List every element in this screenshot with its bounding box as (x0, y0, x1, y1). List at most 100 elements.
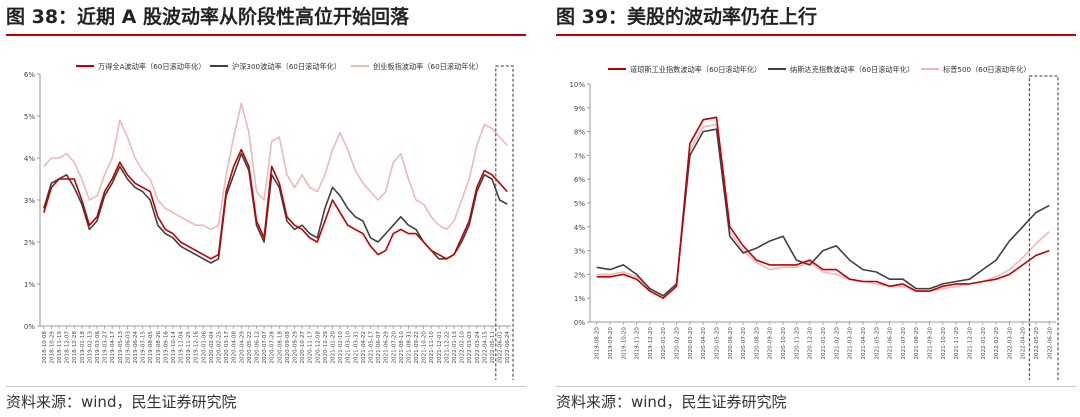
series-line-1 (43, 148, 508, 260)
y-tick-label: 10% (569, 81, 585, 89)
x-tick-label: 2020-11-20 (794, 327, 800, 360)
x-tick-label: 2018-10-08 (42, 331, 48, 364)
x-tick-label: 2020-05-20 (714, 327, 720, 360)
figure-38-title: 图 38：近期 A 股波动率从阶段性高位开始回落 (6, 6, 409, 28)
x-tick-label: 2022-02-20 (994, 327, 1000, 360)
x-tick-label: 2021-04-22 (361, 331, 367, 364)
x-tick-label: 2021-05-20 (874, 327, 880, 360)
x-tick-label: 2021-08-31 (406, 331, 412, 364)
y-tick-label: 5% (24, 113, 35, 121)
x-tick-label: 2022-06-24 (505, 331, 511, 364)
x-tick-label: 2020-02-20 (675, 327, 681, 360)
x-tick-label: 2021-09-20 (928, 327, 934, 360)
x-tick-label: 2021-06-07 (376, 331, 382, 364)
x-tick-label: 2021-12-22 (444, 331, 450, 364)
figure-39-source: 资料来源：wind，民生证券研究院 (556, 393, 787, 411)
x-tick-label: 2022-01-13 (452, 331, 458, 364)
series-line-2 (596, 128, 1050, 297)
x-tick-label: 2019-07-15 (141, 331, 147, 364)
legend-label-1: 道琼斯工业指数波动率（60日滚动年化） (630, 65, 761, 74)
x-tick-label: 2020-08-20 (754, 327, 760, 360)
y-tick-label: 0% (574, 319, 585, 327)
x-tick-label: 2020-04-20 (701, 327, 707, 360)
x-tick-label: 2021-09-22 (414, 331, 420, 364)
x-tick-label: 2019-09-16 (163, 331, 169, 364)
x-tick-label: 2018-10-29 (49, 331, 55, 364)
x-tick-label: 2019-09-20 (608, 327, 614, 360)
x-tick-label: 2022-03-03 (467, 331, 473, 364)
x-tick-label: 2020-07-20 (741, 327, 747, 360)
y-tick-label: 3% (574, 248, 585, 256)
y-tick-label: 6% (574, 176, 585, 184)
x-tick-label: 2020-02-25 (217, 331, 223, 364)
x-tick-label: 2019-10-14 (171, 331, 177, 364)
x-tick-label: 2021-03-10 (346, 331, 352, 364)
y-tick-label: 6% (24, 71, 35, 79)
x-tick-label: 2021-01-20 (330, 331, 336, 364)
series-line-3 (43, 102, 508, 231)
recent-period-highlight-box (495, 65, 514, 380)
x-tick-label: 2021-02-10 (338, 331, 344, 364)
x-tick-label: 2020-09-29 (292, 331, 298, 364)
x-tick-label: 2019-11-25 (186, 331, 192, 364)
x-tick-label: 2019-03-27 (103, 331, 109, 364)
x-tick-label: 2022-05-20 (1034, 327, 1040, 360)
x-tick-label: 2022-03-24 (475, 331, 481, 364)
figure-39-panel: 图 39：美股的波动率仍在上行 0% 1% 2% 3% 4% 5% 6% 7% 8% 9% 10% 2… (556, 0, 1076, 417)
x-tick-label: 2022-06-20 (1047, 327, 1053, 360)
y-tick-label: 1% (24, 281, 35, 289)
x-tick-label: 2021-10-20 (422, 331, 428, 364)
y-tick-label: 1% (574, 295, 585, 303)
x-tick-label: 2020-10-27 (300, 331, 306, 364)
y-tick-label: 4% (24, 155, 35, 163)
x-tick-label: 2021-03-20 (848, 327, 854, 360)
x-tick-label: 2021-07-20 (901, 327, 907, 360)
x-tick-label: 2020-10-20 (781, 327, 787, 360)
legend-label-3: 标普500（60日滚动年化） (943, 65, 1031, 74)
x-tick-label: 2022-06-01 (498, 331, 504, 364)
legend-label-3: 创业板指波动率（60日滚动年化） (373, 62, 483, 71)
x-tick-label: 2020-06-20 (728, 327, 734, 360)
x-tick-label: 2019-08-20 (595, 327, 601, 360)
x-tick-label: 2018-12-07 (65, 331, 71, 364)
figure-38-panel: 图 38：近期 A 股波动率从阶段性高位开始回落 0% 1% 2% 3% 4% 5% 6% 2… (6, 0, 526, 417)
legend-label-1: 万得全A波动率（60日滚动年化） (98, 62, 206, 71)
x-tick-label: 2019-06-03 (125, 331, 131, 364)
legend-label-2: 纳斯达克指数波动率（60日滚动年化） (790, 65, 914, 74)
x-tick-label: 2019-10-20 (621, 327, 627, 360)
y-tick-label: 7% (574, 152, 585, 160)
x-tick-label: 2019-05-13 (118, 331, 124, 364)
x-tick-label: 2021-11-20 (954, 327, 960, 360)
x-tick-label: 2021-08-20 (914, 327, 920, 360)
x-tick-label: 2022-03-20 (1007, 327, 1013, 360)
x-tick-label: 2020-04-29 (239, 331, 245, 364)
x-tick-label: 2020-04-08 (232, 331, 238, 364)
y-tick-label: 9% (574, 105, 585, 113)
y-tick-label: 2% (574, 271, 585, 279)
x-tick-label: 2022-01-20 (981, 327, 987, 360)
x-tick-label: 2019-01-18 (80, 331, 86, 364)
x-tick-label: 2021-10-20 (941, 327, 947, 360)
x-tick-label: 2021-01-20 (821, 327, 827, 360)
legend-label-2: 沪深300波动率（60日滚动年化） (232, 62, 341, 71)
x-tick-label: 2019-12-20 (648, 327, 654, 360)
x-tick-label: 2020-09-08 (285, 331, 291, 364)
x-tick-label: 2018-12-28 (72, 331, 78, 364)
y-tick-label: 4% (574, 224, 585, 232)
x-tick-label: 2021-02-20 (834, 327, 840, 360)
x-tick-label: 2019-08-26 (156, 331, 162, 364)
x-tick-label: 2020-02-04 (209, 331, 215, 364)
x-tick-label: 2020-09-20 (768, 327, 774, 360)
x-tick-label: 2019-02-13 (87, 331, 93, 364)
y-tick-label: 8% (574, 129, 585, 137)
x-tick-label: 2022-05-11 (490, 331, 496, 364)
x-tick-label: 2021-08-10 (399, 331, 405, 364)
figure-38-source-rule (6, 386, 526, 387)
recent-period-highlight-box (1028, 75, 1059, 380)
figure-38-line-chart: 0%1%2%3%4%5%6%2018-10-08 2018-10-29 2018-1… (24, 62, 514, 380)
x-tick-label: 2021-11-10 (429, 331, 435, 364)
x-tick-label: 2021-12-20 (967, 327, 973, 360)
y-tick-label: 2% (24, 239, 35, 247)
x-tick-label: 2021-03-31 (353, 331, 359, 364)
figure-39-title: 图 39：美股的波动率仍在上行 (556, 6, 818, 28)
